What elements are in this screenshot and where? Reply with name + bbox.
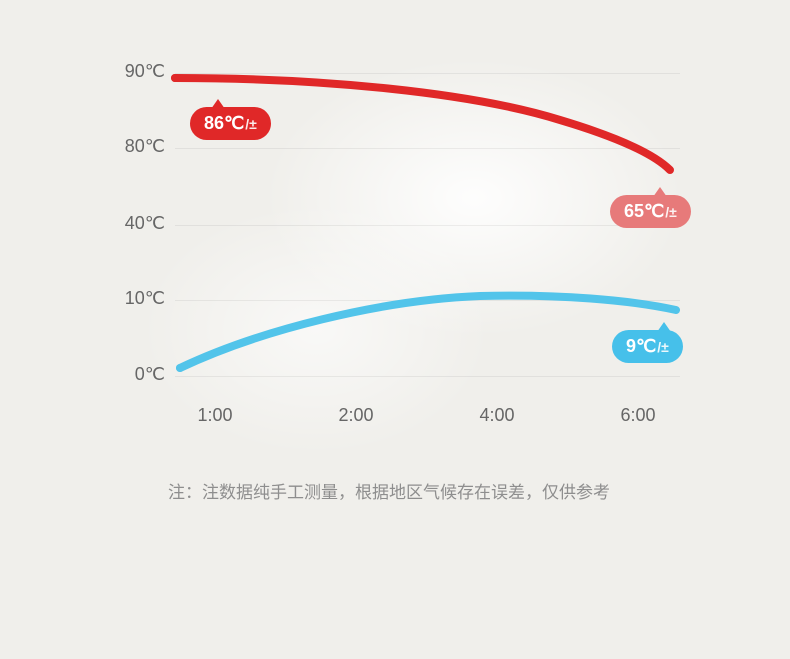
badge-cold-end: 9℃ /±: [612, 330, 683, 363]
badge-value: 86℃: [204, 113, 244, 134]
series-cold-start-dot: [176, 364, 184, 372]
badge-hot-end: 65℃ /±: [610, 195, 691, 228]
badge-hot-start: 86℃ /±: [190, 107, 271, 140]
badge-pm: /±: [657, 339, 669, 355]
footnote-text: 注：注数据纯手工测量，根据地区气候存在误差，仅供参考: [168, 478, 610, 503]
series-cold-line: [180, 296, 676, 368]
plot-svg: [0, 0, 790, 659]
badge-value: 65℃: [624, 201, 664, 222]
series-hot-start-dot: [171, 74, 179, 82]
badge-pm: /±: [665, 204, 677, 220]
temperature-chart: 90℃ 80℃ 40℃ 10℃ 0℃ 1:00 2:00 4:00 6:00 8…: [0, 0, 790, 659]
badge-value: 9℃: [626, 336, 656, 357]
badge-pm: /±: [245, 116, 257, 132]
